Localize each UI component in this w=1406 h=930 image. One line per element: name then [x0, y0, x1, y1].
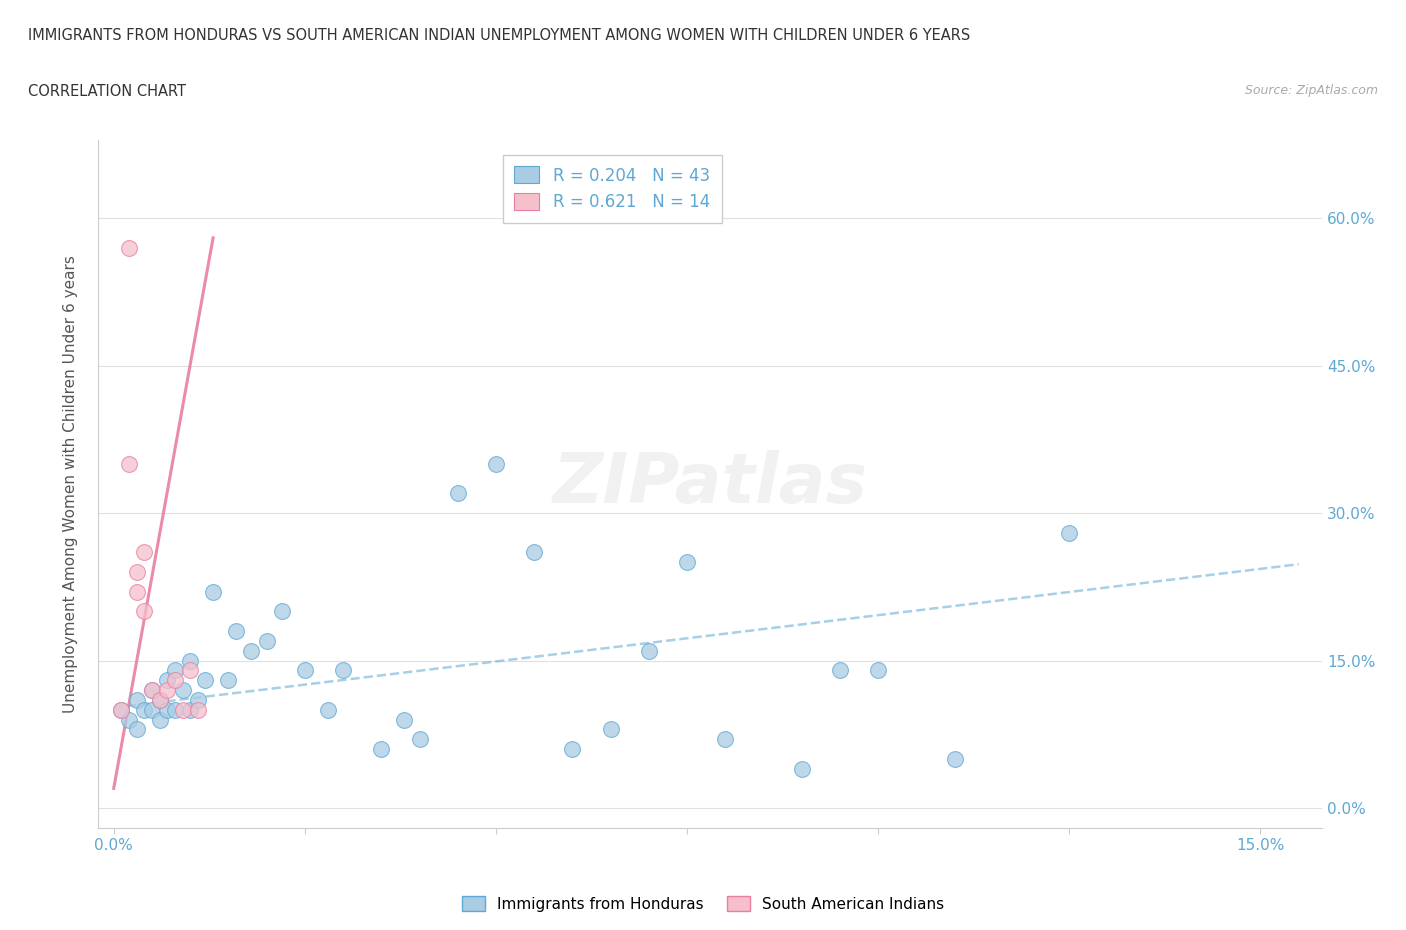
Point — [194, 672, 217, 687]
Point — [392, 712, 416, 727]
Point — [868, 663, 890, 678]
Point — [447, 486, 470, 501]
Point — [134, 604, 156, 618]
Point — [156, 702, 179, 717]
Point — [110, 702, 132, 717]
Point — [294, 663, 316, 678]
Point — [172, 702, 194, 717]
Point — [637, 644, 661, 658]
Point — [163, 702, 186, 717]
Point — [485, 457, 508, 472]
Point — [141, 702, 163, 717]
Point — [118, 457, 141, 472]
Point — [332, 663, 354, 678]
Legend: R = 0.204   N = 43, R = 0.621   N = 14: R = 0.204 N = 43, R = 0.621 N = 14 — [503, 154, 721, 222]
Point — [179, 663, 201, 678]
Point — [217, 672, 239, 687]
Point — [179, 702, 201, 717]
Point — [225, 624, 247, 639]
Point — [256, 633, 278, 648]
Text: ZIPatlas: ZIPatlas — [553, 450, 868, 517]
Point — [125, 584, 148, 599]
Point — [125, 693, 148, 708]
Point — [370, 741, 392, 756]
Point — [149, 693, 172, 708]
Point — [408, 732, 430, 747]
Point — [316, 702, 339, 717]
Point — [110, 702, 132, 717]
Point — [125, 722, 148, 737]
Point — [270, 604, 294, 618]
Point — [134, 702, 156, 717]
Point — [187, 693, 209, 708]
Point — [714, 732, 737, 747]
Point — [943, 751, 966, 766]
Point — [676, 555, 699, 570]
Point — [149, 712, 172, 727]
Point — [202, 584, 225, 599]
Point — [134, 545, 156, 560]
Text: Source: ZipAtlas.com: Source: ZipAtlas.com — [1244, 84, 1378, 97]
Point — [125, 565, 148, 579]
Point — [1059, 525, 1081, 540]
Point — [828, 663, 851, 678]
Point — [163, 663, 186, 678]
Point — [172, 683, 194, 698]
Text: IMMIGRANTS FROM HONDURAS VS SOUTH AMERICAN INDIAN UNEMPLOYMENT AMONG WOMEN WITH : IMMIGRANTS FROM HONDURAS VS SOUTH AMERIC… — [28, 28, 970, 43]
Point — [141, 683, 163, 698]
Text: CORRELATION CHART: CORRELATION CHART — [28, 84, 186, 99]
Point — [523, 545, 546, 560]
Point — [156, 672, 179, 687]
Y-axis label: Unemployment Among Women with Children Under 6 years: Unemployment Among Women with Children U… — [63, 255, 77, 712]
Point — [156, 683, 179, 698]
Point — [561, 741, 583, 756]
Legend: Immigrants from Honduras, South American Indians: Immigrants from Honduras, South American… — [456, 889, 950, 918]
Point — [163, 672, 186, 687]
Point — [187, 702, 209, 717]
Point — [179, 653, 201, 668]
Point — [240, 644, 263, 658]
Point — [118, 712, 141, 727]
Point — [149, 693, 172, 708]
Point — [599, 722, 621, 737]
Point — [118, 240, 141, 255]
Point — [790, 762, 813, 777]
Point — [141, 683, 163, 698]
